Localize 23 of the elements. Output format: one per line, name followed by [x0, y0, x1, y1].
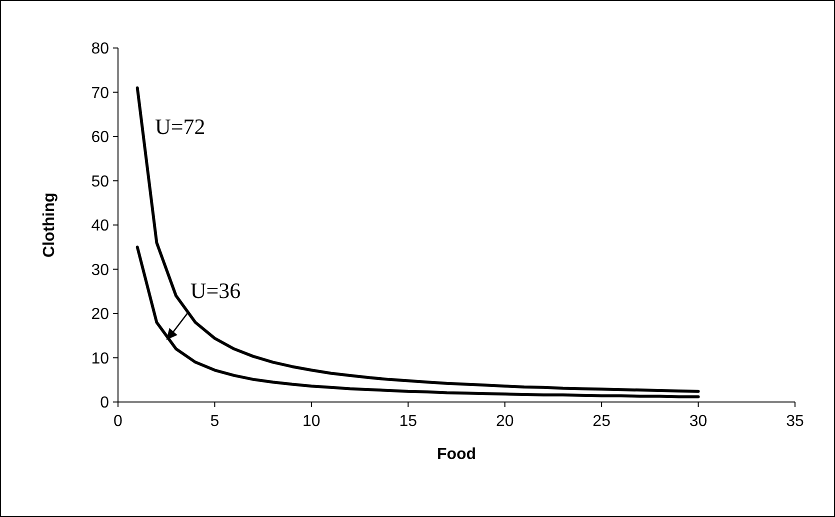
x-tick-label: 15 — [399, 413, 418, 430]
y-tick-label: 10 — [91, 350, 110, 368]
annotation: U=72 — [155, 114, 206, 139]
line-series — [136, 246, 700, 398]
line-series — [136, 86, 700, 393]
x-tick-label: 20 — [496, 413, 514, 430]
x-tick-label: 0 — [114, 413, 123, 430]
x-tick-label: 25 — [592, 413, 611, 430]
y-tick-label: 80 — [91, 40, 110, 58]
y-tick-label: 60 — [91, 129, 110, 146]
x-tick-label: 5 — [210, 413, 220, 430]
y-tick-label: 0 — [100, 394, 110, 412]
x-tick-label: 10 — [302, 413, 320, 430]
x-tick-label: 30 — [689, 413, 708, 430]
y-axis-title: Clothing — [41, 192, 58, 258]
y-tick-label: 70 — [91, 84, 110, 102]
y-tick-label: 30 — [91, 262, 110, 279]
y-tick-label: 50 — [91, 173, 110, 190]
y-tick-label: 20 — [91, 306, 110, 324]
annotation: U=36 — [190, 278, 241, 304]
y-tick-label: 40 — [91, 218, 110, 235]
x-axis-title: Food — [436, 446, 476, 463]
x-tick-label: 35 — [786, 413, 804, 430]
